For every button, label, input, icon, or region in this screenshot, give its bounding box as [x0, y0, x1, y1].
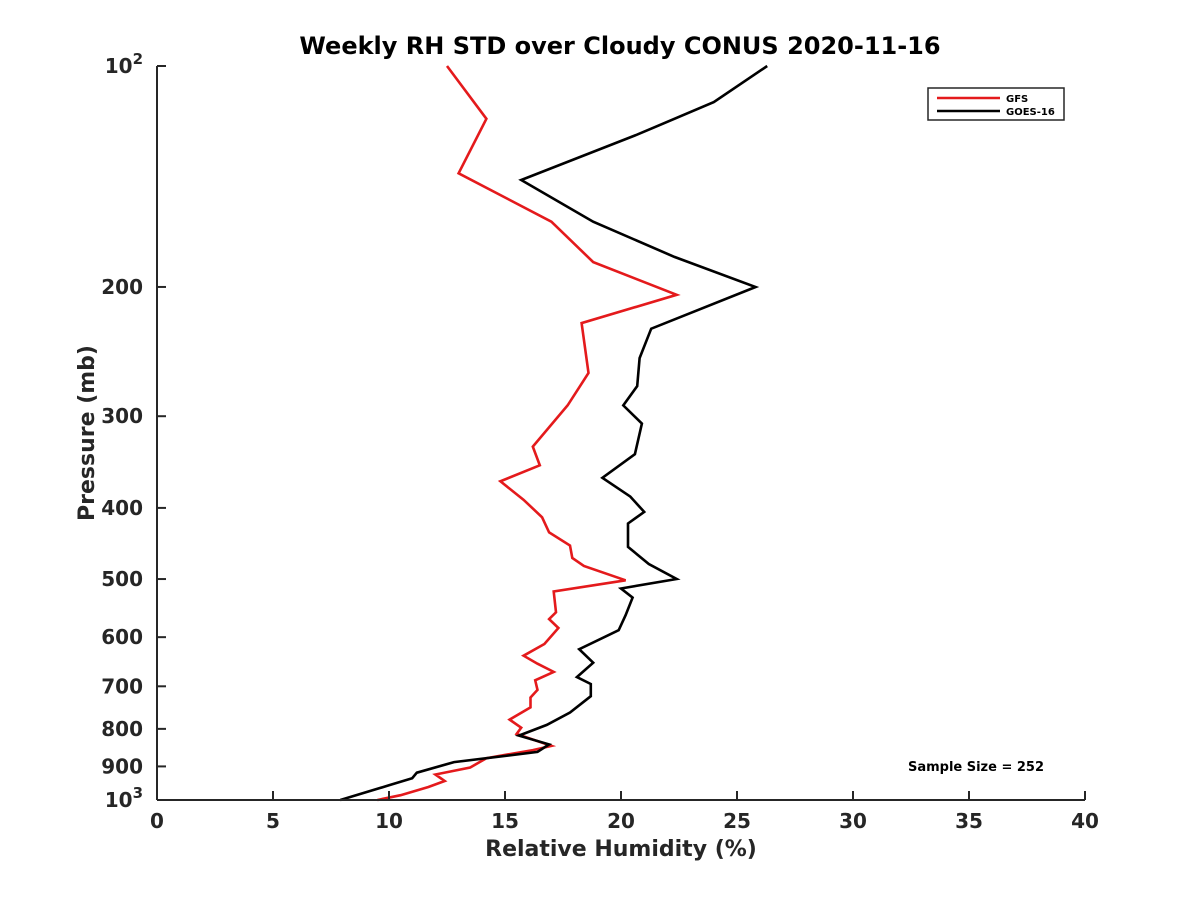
y-tick-label-exponent: 3 [133, 784, 143, 802]
y-tick-label: 300 [101, 404, 143, 428]
y-tick-label-exponent: 2 [133, 50, 143, 68]
y-tick-label: 102 [105, 50, 143, 78]
y-tick-label-base: 10 [105, 788, 133, 812]
legend-box [927, 87, 1065, 121]
sample-size-annotation: Sample Size = 252 [908, 760, 1044, 775]
y-tick-label: 800 [101, 717, 143, 741]
series-line-goes-16 [339, 64, 768, 802]
chart-title: Weekly RH STD over Cloudy CONUS 2020-11-… [299, 32, 940, 60]
y-tick-label: 600 [101, 625, 143, 649]
x-tick-label: 10 [375, 809, 403, 833]
y-tick-label: 900 [101, 754, 143, 778]
y-tick-label: 103 [105, 784, 143, 812]
x-axis-ticks: 0 5 10 15 20 25 30 35 40 [150, 791, 1099, 833]
y-tick-label: 200 [101, 275, 143, 299]
x-tick-label: 35 [955, 809, 983, 833]
series-line-gfs [377, 65, 681, 802]
y-tick-label: 700 [101, 674, 143, 698]
legend: GFS GOES-16 [927, 87, 1065, 121]
y-axis-label: Pressure (mb) [75, 345, 100, 521]
x-tick-label: 25 [723, 809, 751, 833]
y-tick-label: 400 [101, 496, 143, 520]
y-tick-label-base: 10 [105, 54, 133, 78]
x-tick-label: 15 [491, 809, 519, 833]
legend-label-gfs: GFS [1006, 94, 1028, 105]
plot-area [339, 64, 768, 802]
x-axis-label: Relative Humidity (%) [485, 837, 757, 862]
legend-label-goes-16: GOES-16 [1006, 107, 1055, 118]
x-tick-label: 5 [266, 809, 280, 833]
y-tick-label: 500 [101, 567, 143, 591]
x-tick-label: 30 [839, 809, 867, 833]
x-tick-label: 0 [150, 809, 164, 833]
x-tick-label: 20 [607, 809, 635, 833]
x-tick-label: 40 [1071, 809, 1099, 833]
